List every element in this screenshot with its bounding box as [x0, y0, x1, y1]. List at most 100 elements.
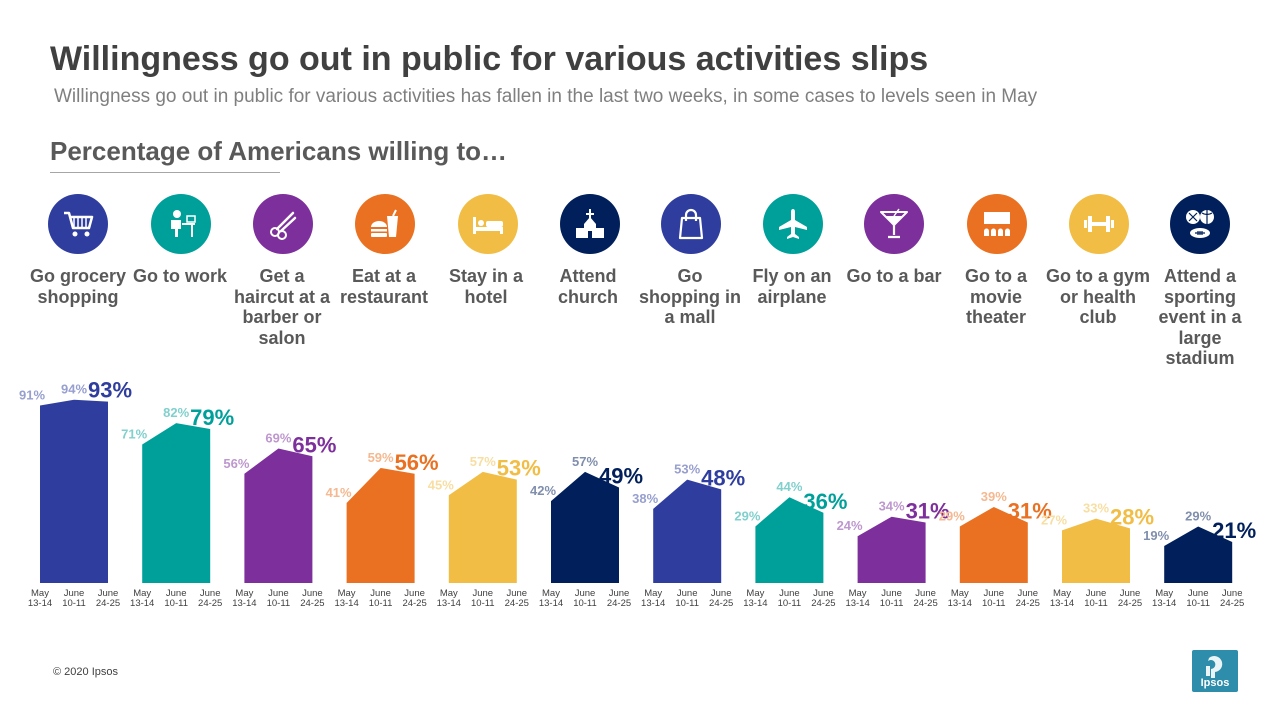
time-label-8-1-line1: May — [746, 588, 764, 599]
time-label-7-1-line1: May — [644, 588, 662, 599]
time-label-12-1-line2: 13-14 — [1152, 598, 1176, 609]
time-label-10-3-line1: June — [1017, 588, 1038, 599]
time-label-2-2-line1: June — [166, 588, 187, 599]
value-label-2-2: 82% — [163, 405, 189, 420]
time-label-10-3-line2: 24-25 — [1016, 598, 1040, 609]
activity-label-airplane: Fly on an airplane — [752, 266, 832, 307]
value-label-9-1: 24% — [837, 518, 863, 533]
area-series-11 — [1062, 518, 1130, 583]
airplane-icon — [763, 194, 823, 254]
time-label-3-3-line1: June — [302, 588, 323, 599]
value-label-11-3: 28% — [1110, 504, 1154, 529]
area-series-2 — [142, 423, 211, 583]
value-label-3-3: 65% — [292, 432, 336, 457]
time-label-1-3-line1: June — [98, 588, 119, 599]
time-label-11-1-line1: May — [1053, 588, 1071, 599]
activity-label-stadium: Attend a sporting event in a large stadi… — [1158, 266, 1242, 368]
time-label-5-2-line1: June — [472, 588, 493, 599]
time-label-1-1-line2: 13-14 — [28, 598, 52, 609]
area-series-8 — [755, 497, 824, 583]
time-label-1-3-line2: 24-25 — [96, 598, 120, 609]
time-label-7-1-line2: 13-14 — [641, 598, 665, 609]
area-series-4 — [346, 467, 415, 583]
value-label-12-1: 19% — [1143, 528, 1169, 543]
time-label-5-3-line1: June — [506, 588, 527, 599]
time-label-3-2-line1: June — [268, 588, 289, 599]
activity-label-movie: Go to a movie theater — [965, 266, 1027, 327]
activity-label-church: Attend church — [557, 266, 618, 307]
value-label-5-2: 57% — [470, 454, 496, 469]
time-label-11-3-line2: 24-25 — [1118, 598, 1142, 609]
time-label-8-3-line1: June — [813, 588, 834, 599]
time-label-9-2-line1: June — [881, 588, 902, 599]
value-label-4-3: 56% — [395, 450, 439, 475]
time-label-11-3-line1: June — [1120, 588, 1141, 599]
fast-food-icon — [355, 194, 415, 254]
time-label-10-1-line2: 13-14 — [948, 598, 972, 609]
time-label-7-2-line1: June — [677, 588, 698, 599]
value-label-6-2: 57% — [572, 454, 598, 469]
cocktail-icon — [864, 194, 924, 254]
shopping-bag-icon — [661, 194, 721, 254]
value-label-6-3: 49% — [599, 463, 643, 488]
area-series-10 — [959, 506, 1028, 583]
value-label-7-3: 48% — [701, 465, 745, 490]
activity-label-haircut: Get a haircut at a barber or salon — [233, 266, 331, 348]
value-label-4-1: 41% — [326, 485, 352, 500]
activity-label-gym: Go to a gym or health club — [1046, 266, 1151, 327]
value-label-3-2: 69% — [265, 430, 291, 445]
value-label-2-1: 71% — [121, 427, 147, 442]
value-label-9-2: 34% — [879, 499, 905, 514]
time-label-10-2-line2: 10-11 — [982, 598, 1006, 609]
time-label-11-2-line2: 10-11 — [1084, 598, 1108, 609]
time-label-4-2-line1: June — [370, 588, 391, 599]
office-worker-icon — [151, 194, 211, 254]
area-series-5 — [448, 471, 517, 583]
time-label-4-2-line2: 10-11 — [369, 598, 393, 609]
time-label-4-3-line1: June — [404, 588, 425, 599]
activity-label-grocery: Go grocery shopping — [29, 266, 127, 307]
time-label-5-1-line2: 13-14 — [437, 598, 461, 609]
time-label-2-3-line1: June — [200, 588, 221, 599]
time-label-6-3-line1: June — [609, 588, 630, 599]
area-series-3 — [244, 448, 313, 583]
activity-label-work: Go to work — [133, 266, 227, 286]
scissors-icon — [253, 194, 313, 254]
value-label-9-3: 31% — [906, 499, 950, 524]
time-label-3-1-line1: May — [235, 588, 253, 599]
hotel-bed-icon — [458, 194, 518, 254]
time-label-9-2-line2: 10-11 — [880, 598, 904, 609]
time-label-6-2-line2: 10-11 — [573, 598, 597, 609]
value-label-7-2: 53% — [674, 462, 700, 477]
time-label-12-2-line1: June — [1188, 588, 1209, 599]
time-label-3-3-line2: 24-25 — [300, 598, 324, 609]
area-series-9 — [857, 516, 926, 583]
time-label-9-1-line2: 13-14 — [845, 598, 869, 609]
value-label-12-3: 21% — [1212, 518, 1256, 543]
time-label-9-1-line1: May — [849, 588, 867, 599]
time-label-4-1-line2: 13-14 — [334, 598, 358, 609]
time-label-3-1-line2: 13-14 — [232, 598, 256, 609]
value-label-6-1: 42% — [530, 483, 556, 498]
dumbbell-icon — [1069, 194, 1129, 254]
value-label-5-3: 53% — [497, 456, 541, 481]
time-label-1-1-line1: May — [31, 588, 49, 599]
chart-title: Willingness go out in public for various… — [50, 40, 929, 78]
time-label-7-3-line2: 24-25 — [709, 598, 733, 609]
time-label-1-2-line2: 10-11 — [62, 598, 86, 609]
time-label-4-3-line2: 24-25 — [402, 598, 426, 609]
time-label-12-2-line2: 10-11 — [1186, 598, 1210, 609]
church-icon — [560, 194, 620, 254]
time-label-7-2-line2: 10-11 — [675, 598, 699, 609]
time-label-9-3-line1: June — [915, 588, 936, 599]
time-label-9-3-line2: 24-25 — [913, 598, 937, 609]
activity-trend-chart: 91% 94% 93%May13-14June10-11June24-2571%82… — [19, 378, 1256, 609]
time-label-10-2-line1: June — [983, 588, 1004, 599]
value-label-1-2: 94% — [61, 382, 87, 397]
time-label-2-2-line2: 10-11 — [164, 598, 188, 609]
area-series-6 — [551, 471, 619, 583]
time-label-5-2-line2: 10-11 — [471, 598, 495, 609]
activity-label-mall: Go shopping in a mall — [639, 266, 741, 327]
time-label-7-3-line1: June — [711, 588, 732, 599]
value-label-1-3: 93% — [88, 378, 132, 403]
